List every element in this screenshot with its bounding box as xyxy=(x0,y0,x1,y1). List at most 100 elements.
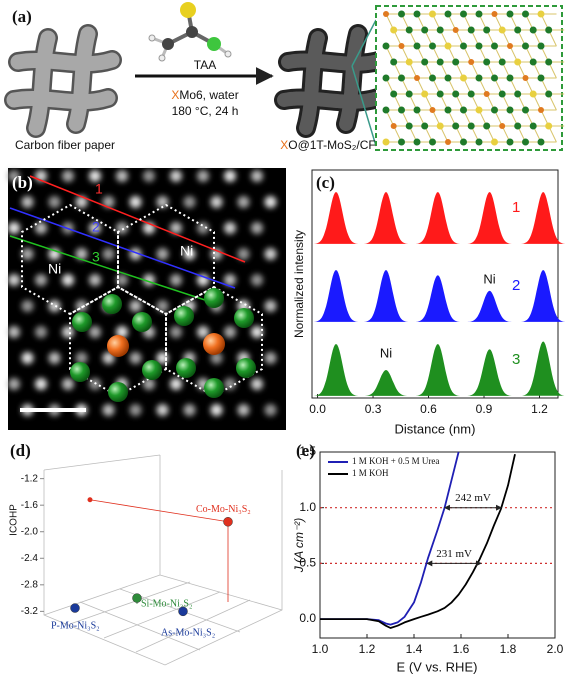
atom xyxy=(522,138,529,146)
atom-blob xyxy=(102,404,115,416)
atom xyxy=(382,42,390,50)
atom-blob xyxy=(62,274,74,286)
atom-balls xyxy=(70,288,256,402)
atom xyxy=(537,42,545,50)
atom xyxy=(475,106,483,114)
atom xyxy=(537,138,545,146)
line-label: 1 xyxy=(95,181,103,197)
line-label: 3 xyxy=(92,249,100,265)
peak xyxy=(521,341,566,396)
conditions-text: Mo6, water xyxy=(179,88,238,102)
atom xyxy=(398,43,405,49)
atom xyxy=(398,74,405,82)
highlight: X xyxy=(280,138,288,152)
atom-blob xyxy=(197,170,209,182)
atom xyxy=(398,10,405,18)
zoom-line xyxy=(351,19,377,67)
atom xyxy=(405,90,413,98)
atom xyxy=(460,138,467,146)
atom-blob xyxy=(237,248,250,260)
peak xyxy=(363,192,409,244)
atom-blob xyxy=(183,248,196,260)
x-axis-label: E (V vs. RHE) xyxy=(397,659,478,674)
carbon-fiber-icon xyxy=(4,24,122,138)
atom-blob xyxy=(21,352,34,364)
atom xyxy=(545,90,553,98)
x-tick-label: 1.2 xyxy=(531,402,548,416)
atom xyxy=(498,90,506,98)
atom-blob xyxy=(183,404,196,416)
atom-blob xyxy=(251,378,263,390)
atom xyxy=(421,90,429,98)
atom-blob xyxy=(129,352,142,364)
atom xyxy=(483,26,491,34)
y-tick-label: 0.0 xyxy=(299,611,316,625)
atom-blob xyxy=(21,300,34,312)
atom xyxy=(483,122,491,130)
atom xyxy=(529,122,537,130)
atom-blob xyxy=(170,170,182,182)
site-label: Ni xyxy=(48,261,61,277)
atom xyxy=(413,42,421,50)
atom xyxy=(491,42,498,50)
peak xyxy=(313,344,359,396)
zoom-line xyxy=(351,65,377,147)
atom xyxy=(506,106,514,114)
molecule xyxy=(148,2,232,62)
atom xyxy=(414,75,420,81)
atom xyxy=(522,106,529,114)
atom xyxy=(460,74,467,82)
y-tick-label: 1.0 xyxy=(299,500,316,514)
atom xyxy=(421,122,429,130)
atom-blob xyxy=(251,326,263,338)
atom xyxy=(452,90,460,98)
atom xyxy=(514,90,522,98)
atom xyxy=(460,42,467,50)
atom-blob xyxy=(89,222,101,234)
atom xyxy=(506,10,514,18)
panel-label: (d) xyxy=(10,441,31,460)
atom xyxy=(382,106,390,114)
atom xyxy=(390,123,397,129)
atom-blob xyxy=(8,326,20,338)
atom xyxy=(491,138,498,146)
atom-blob xyxy=(48,352,61,364)
atom-blob xyxy=(129,404,142,416)
atom xyxy=(499,123,506,129)
peak xyxy=(313,270,359,322)
atom xyxy=(538,107,544,113)
legend-label: 1 M KOH + 0.5 M Urea xyxy=(352,456,439,466)
atom xyxy=(545,58,553,66)
atom-blob xyxy=(264,300,277,312)
atom xyxy=(467,26,475,34)
x-tick-label: 0.9 xyxy=(476,402,493,416)
peak xyxy=(415,192,460,244)
atom-blob xyxy=(62,378,74,390)
annotation: Ni xyxy=(483,271,495,286)
atom xyxy=(436,58,444,66)
peak xyxy=(467,290,512,322)
atom-blob xyxy=(116,170,128,182)
atom-blob xyxy=(35,274,47,286)
atom xyxy=(475,138,483,146)
y-tick-label: -2.4 xyxy=(21,553,39,564)
x-tick-label: 1.4 xyxy=(406,642,423,656)
atom xyxy=(429,74,436,82)
atom-blob xyxy=(170,326,182,338)
x-tick-label: 0.0 xyxy=(309,402,326,416)
atom-blob xyxy=(143,378,155,390)
atom-blob xyxy=(75,196,88,208)
y-tick-label: -1.6 xyxy=(21,500,39,511)
atom xyxy=(514,122,522,130)
temperature: 180 °C, 24 h xyxy=(172,104,239,118)
atom-blob xyxy=(48,196,61,208)
atom-blob xyxy=(264,248,277,260)
atom xyxy=(475,42,483,50)
point xyxy=(132,593,142,603)
atom xyxy=(429,42,436,50)
x-tick-label: 1.8 xyxy=(500,642,517,656)
atom xyxy=(491,11,498,17)
y-tick-label: 1.5 xyxy=(299,444,316,458)
coated-fiber-icon xyxy=(274,24,392,138)
